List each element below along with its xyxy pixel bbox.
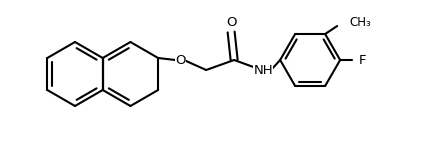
Text: NH: NH	[253, 65, 273, 78]
Text: F: F	[359, 53, 367, 66]
Text: O: O	[226, 16, 236, 29]
Text: O: O	[175, 53, 185, 66]
Text: CH₃: CH₃	[349, 16, 371, 29]
